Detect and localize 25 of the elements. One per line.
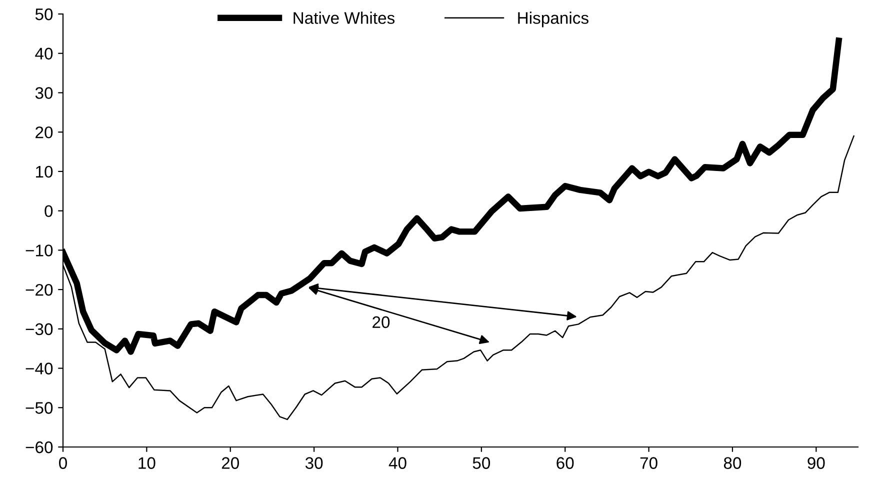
x-tick-label: 20 [222, 457, 239, 469]
y-tick-label: 0 [44, 205, 53, 218]
x-tick-label: 90 [808, 457, 825, 469]
y-tick-label: −30 [26, 323, 53, 336]
y-tick-label: −50 [26, 402, 53, 414]
y-tick-label: −40 [26, 362, 53, 374]
x-tick-label: 80 [724, 457, 742, 469]
x-tick-label: 10 [138, 457, 156, 469]
x-tick-label: 0 [59, 457, 67, 469]
y-tick-label: 10 [36, 166, 53, 178]
y-tick-label: 50 [35, 8, 53, 20]
y-tick-label: 40 [35, 48, 53, 60]
y-tick-label: −20 [26, 284, 53, 296]
legend-label: Hispanics [518, 12, 588, 28]
x-tick-label: 70 [640, 457, 658, 469]
y-tick-label: −60 [26, 441, 53, 454]
x-tick-label: 40 [388, 457, 406, 469]
x-tick-label: 30 [305, 457, 323, 469]
x-tick-label: 60 [556, 457, 574, 469]
legend-label: Native Whites [294, 12, 395, 24]
y-tick-label: 20 [36, 126, 53, 138]
x-tick-label: 50 [472, 457, 490, 469]
y-tick-label: 30 [35, 87, 53, 99]
annotation: 20 [372, 316, 390, 328]
y-tick-label: −10 [26, 244, 53, 256]
